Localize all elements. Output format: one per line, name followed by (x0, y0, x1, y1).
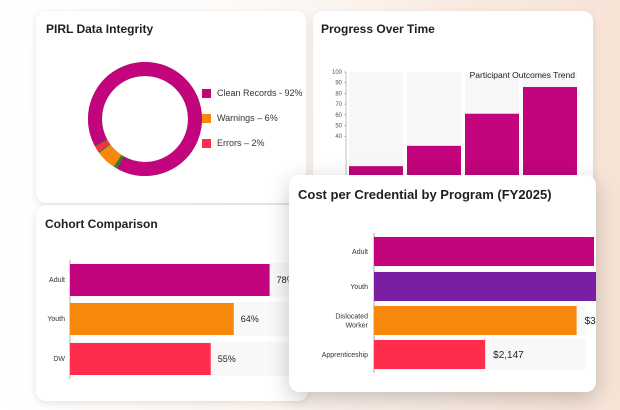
progress-tick-label: 70 (335, 102, 342, 108)
pirl-donut-chart (88, 62, 202, 176)
cost-card: Cost per Credential by Program (FY2025) … (289, 175, 596, 392)
cohort-category-label: Adult (49, 277, 65, 284)
legend-swatch-warnings (202, 113, 211, 123)
progress-bar-3 (465, 113, 519, 187)
legend-label-errors: Errors – 2% (217, 138, 265, 148)
progress-title: Progress Over Time (321, 22, 435, 36)
legend-item-clean: Clean Records - 92% (202, 88, 303, 98)
legend-item-errors: Errors – 2% (202, 138, 265, 148)
cost-category-label: Apprenticeship (322, 352, 368, 359)
cost-bar-adult (374, 237, 595, 266)
cohort-category-label: DW (53, 356, 65, 363)
legend-swatch-clean (202, 88, 211, 98)
donut-slice-warnings (99, 144, 122, 167)
progress-tick-label: 60 (335, 113, 342, 119)
legend-label-warnings: Warnings – 6% (217, 113, 278, 123)
legend-label-clean: Clean Records - 92% (217, 88, 303, 98)
progress-bar-4 (523, 86, 577, 187)
cost-category-label: Dislocated Worker (335, 314, 368, 330)
progress-tick-label: 40 (335, 134, 342, 140)
cost-bar-youth (374, 272, 596, 301)
legend-swatch-errors (202, 138, 211, 148)
cohort-bar-chart: Adult 78% Youth 64% DW 55% (47, 260, 298, 379)
progress-tick-label: 80 (335, 91, 342, 97)
cohort-title: Cohort Comparison (45, 217, 158, 231)
cost-bar-apprenticeship (374, 340, 486, 369)
cost-category-label: Adult (352, 249, 368, 256)
cohort-bar-youth (70, 303, 234, 335)
cohort-value-label: 78% (277, 275, 295, 285)
donut-slice-errors (95, 139, 110, 152)
cohort-value-label: 55% (218, 354, 236, 364)
donut-slice-clean-records (88, 62, 202, 176)
legend-item-warnings: Warnings – 6% (202, 113, 278, 123)
cost-title: Cost per Credential by Program (FY2025) (298, 187, 552, 202)
cost-value-label: $3,914 (585, 316, 596, 327)
cost-bar-chart: Adult$4,250Youth$4,752DislocatedWorker$3… (322, 233, 596, 373)
cohort-value-label: 64% (241, 314, 259, 324)
progress-tick-label: 50 (335, 124, 342, 130)
cohort-bar-adult (70, 264, 270, 296)
cohort-card: Cohort Comparison Adult 78% Youth 64% DW 55% (36, 205, 308, 401)
progress-bar-chart: 100 90 80 70 60 50 40 Participant Outcomes Tre… (332, 70, 577, 187)
cohort-category-label: Youth (47, 316, 65, 323)
pirl-card: PIRL Data Integrity Clean Records - 92% … (36, 11, 306, 203)
progress-card: Progress Over Time 100 90 80 70 60 50 40 Parti… (313, 11, 593, 191)
progress-tick-label: 100 (332, 70, 343, 76)
cohort-bar-dw (70, 343, 211, 375)
cost-value-label: $2,147 (493, 350, 524, 361)
progress-tick-label: 90 (335, 81, 342, 87)
progress-annotation: Participant Outcomes Trend (470, 70, 576, 80)
cost-category-label: Youth (350, 284, 368, 291)
cost-bar-dislocated-worker (374, 306, 577, 335)
pirl-title: PIRL Data Integrity (46, 22, 154, 36)
